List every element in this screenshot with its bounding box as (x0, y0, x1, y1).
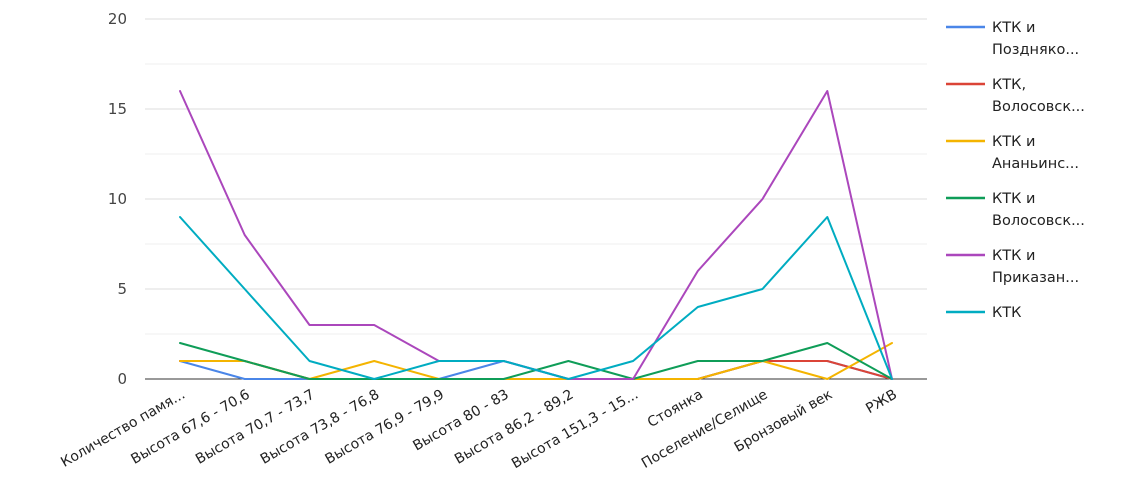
legend-label: КТК и (992, 248, 1035, 264)
legend-item-6[interactable]: КТК (946, 305, 1022, 321)
legend-label: Поздняко... (992, 42, 1079, 58)
series-lines (179, 90, 893, 380)
x-tick-label: РЖВ (863, 387, 900, 417)
y-tick-label: 15 (108, 100, 127, 118)
grid-lines (145, 18, 927, 380)
legend-label: КТК и (992, 134, 1035, 150)
legend-label: КТК, (992, 77, 1026, 93)
y-tick-label: 20 (108, 10, 127, 28)
y-tick-label: 0 (117, 370, 127, 388)
x-axis-ticks: Количество памя...Высота 67,6 - 70,6Высо… (58, 387, 900, 473)
legend-label: Волосовск... (992, 213, 1085, 229)
y-axis-ticks: 0 5 10 15 20 (108, 10, 127, 388)
x-tick-label: Количество памя... (58, 387, 188, 471)
legend[interactable]: КТК и Поздняко... КТК, Волосовск... КТК и Ана… (946, 20, 1085, 321)
legend-label: КТК и (992, 191, 1035, 207)
legend-label: КТК (992, 305, 1022, 321)
legend-item-2[interactable]: КТК, Волосовск... (946, 77, 1085, 115)
legend-label: Приказан... (992, 270, 1079, 286)
x-tick-label: Высота 70,7 - 73,7 (193, 387, 317, 468)
legend-item-5[interactable]: КТК и Приказан... (946, 248, 1079, 286)
legend-label: Волосовск... (992, 99, 1085, 115)
x-tick-label: Высота 73,8 - 76,8 (258, 387, 382, 468)
x-tick-label: Высота 76,9 - 79,9 (323, 387, 447, 468)
legend-label: Ананьинс... (992, 156, 1079, 172)
legend-label: КТК и (992, 20, 1035, 36)
legend-item-1[interactable]: КТК и Поздняко... (946, 20, 1079, 58)
legend-item-3[interactable]: КТК и Ананьинс... (946, 134, 1079, 172)
legend-item-4[interactable]: КТК и Волосовск... (946, 191, 1085, 229)
series-line-6 (179, 216, 893, 380)
y-tick-label: 10 (108, 190, 127, 208)
x-tick-label: Высота 67,6 - 70,6 (128, 387, 252, 468)
y-tick-label: 5 (117, 280, 127, 298)
